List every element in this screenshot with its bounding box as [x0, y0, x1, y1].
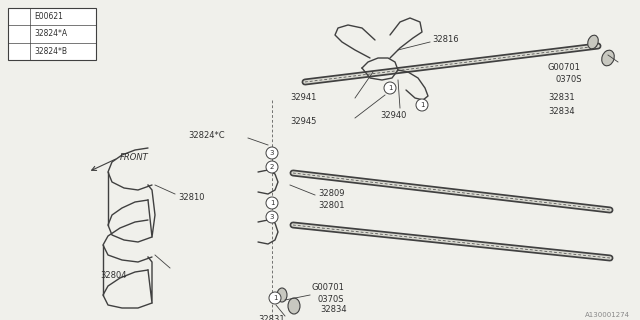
Circle shape	[13, 45, 25, 57]
Text: 32834: 32834	[548, 108, 575, 116]
Text: 32945: 32945	[290, 117, 316, 126]
Circle shape	[266, 197, 278, 209]
Bar	[8, 8, 96, 60]
Ellipse shape	[588, 35, 598, 49]
Circle shape	[13, 28, 25, 40]
Text: 1: 1	[420, 102, 424, 108]
Text: 1: 1	[17, 14, 21, 20]
Text: G00701: G00701	[312, 284, 345, 292]
Text: 3: 3	[269, 214, 275, 220]
Text: A130001274: A130001274	[585, 312, 630, 318]
Text: 32804: 32804	[100, 270, 127, 279]
Text: 2: 2	[270, 164, 274, 170]
Circle shape	[416, 99, 428, 111]
Text: 32824*A: 32824*A	[34, 29, 67, 38]
Text: 3: 3	[17, 48, 21, 54]
Circle shape	[266, 147, 278, 159]
Text: 1: 1	[388, 85, 392, 91]
Ellipse shape	[602, 50, 614, 66]
Text: 32831: 32831	[258, 316, 285, 320]
Text: 32801: 32801	[318, 201, 344, 210]
Text: 0370S: 0370S	[555, 76, 582, 84]
Text: 1: 1	[269, 200, 275, 206]
Text: 32941: 32941	[290, 93, 316, 102]
Text: 1: 1	[273, 295, 277, 301]
Circle shape	[266, 211, 278, 223]
Text: 32824*B: 32824*B	[34, 47, 67, 56]
Text: 32816: 32816	[432, 36, 459, 44]
Text: 0370S: 0370S	[318, 295, 344, 305]
Text: 32834: 32834	[320, 306, 347, 315]
Text: 32810: 32810	[178, 193, 205, 202]
Text: 32831: 32831	[548, 93, 575, 102]
Text: 3: 3	[269, 150, 275, 156]
Circle shape	[266, 161, 278, 173]
Text: 32824*C: 32824*C	[188, 131, 225, 140]
Text: 2: 2	[17, 31, 21, 37]
Text: 32809: 32809	[318, 188, 344, 197]
Ellipse shape	[277, 288, 287, 302]
Text: E00621: E00621	[34, 12, 63, 21]
Ellipse shape	[288, 298, 300, 314]
Text: FRONT: FRONT	[120, 153, 148, 162]
Text: G00701: G00701	[548, 63, 581, 73]
Text: 32940: 32940	[380, 111, 406, 121]
Circle shape	[384, 82, 396, 94]
Circle shape	[13, 11, 25, 23]
Circle shape	[269, 292, 281, 304]
